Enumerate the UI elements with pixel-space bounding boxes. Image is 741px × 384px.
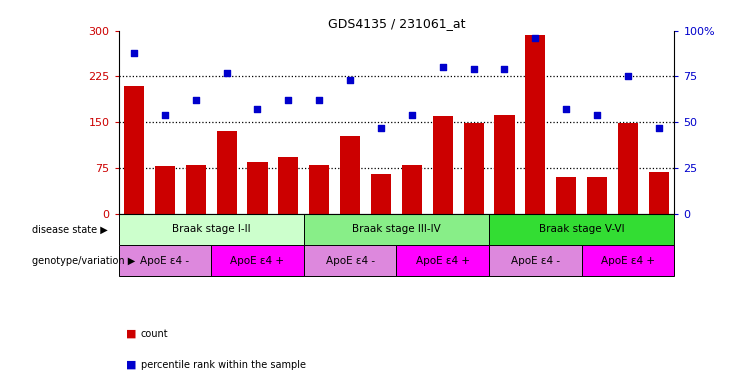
Bar	[489, 214, 674, 245]
Point	[468, 66, 479, 72]
Bar	[402, 165, 422, 214]
Point	[128, 50, 140, 56]
Bar	[396, 245, 489, 276]
Point	[251, 106, 264, 113]
Bar	[464, 123, 484, 214]
Text: ApoE ε4 -: ApoE ε4 -	[325, 256, 375, 266]
Bar	[309, 165, 329, 214]
Point	[344, 77, 356, 83]
Bar	[186, 165, 206, 214]
Text: Braak stage III-IV: Braak stage III-IV	[352, 224, 441, 234]
Point	[529, 35, 541, 41]
Bar	[119, 245, 211, 276]
Point	[221, 70, 233, 76]
Bar	[582, 245, 674, 276]
Text: ApoE ε4 -: ApoE ε4 -	[140, 256, 190, 266]
Text: ApoE ε4 -: ApoE ε4 -	[511, 256, 560, 266]
Bar	[371, 174, 391, 214]
Bar	[304, 245, 396, 276]
Bar	[587, 177, 607, 214]
Bar	[124, 86, 144, 214]
Bar	[433, 116, 453, 214]
Point	[591, 112, 603, 118]
Point	[190, 97, 202, 103]
Point	[406, 112, 418, 118]
Bar	[649, 172, 669, 214]
Bar	[119, 214, 304, 245]
Text: Braak stage V-VI: Braak stage V-VI	[539, 224, 625, 234]
Text: ■: ■	[126, 360, 136, 370]
Bar	[155, 166, 175, 214]
Text: disease state ▶: disease state ▶	[33, 224, 108, 234]
Point	[375, 125, 387, 131]
Bar	[279, 157, 299, 214]
Text: ■: ■	[126, 329, 136, 339]
Text: genotype/variation ▶: genotype/variation ▶	[33, 256, 136, 266]
Point	[499, 66, 511, 72]
Point	[653, 125, 665, 131]
Text: ApoE ε4 +: ApoE ε4 +	[601, 256, 655, 266]
Point	[437, 64, 449, 70]
Point	[159, 112, 170, 118]
Text: ApoE ε4 +: ApoE ε4 +	[230, 256, 285, 266]
Point	[560, 106, 572, 113]
Title: GDS4135 / 231061_at: GDS4135 / 231061_at	[328, 17, 465, 30]
Bar	[494, 115, 514, 214]
Point	[282, 97, 294, 103]
Text: percentile rank within the sample: percentile rank within the sample	[141, 360, 306, 370]
Point	[313, 97, 325, 103]
Bar	[489, 245, 582, 276]
Bar	[556, 177, 576, 214]
Bar	[216, 131, 236, 214]
Bar	[340, 136, 360, 214]
Bar	[618, 123, 638, 214]
Text: count: count	[141, 329, 168, 339]
Point	[622, 73, 634, 79]
Text: ApoE ε4 +: ApoE ε4 +	[416, 256, 470, 266]
Bar	[304, 214, 489, 245]
Bar	[211, 245, 304, 276]
Bar	[525, 35, 545, 214]
Text: Braak stage I-II: Braak stage I-II	[172, 224, 250, 234]
Bar	[247, 162, 268, 214]
